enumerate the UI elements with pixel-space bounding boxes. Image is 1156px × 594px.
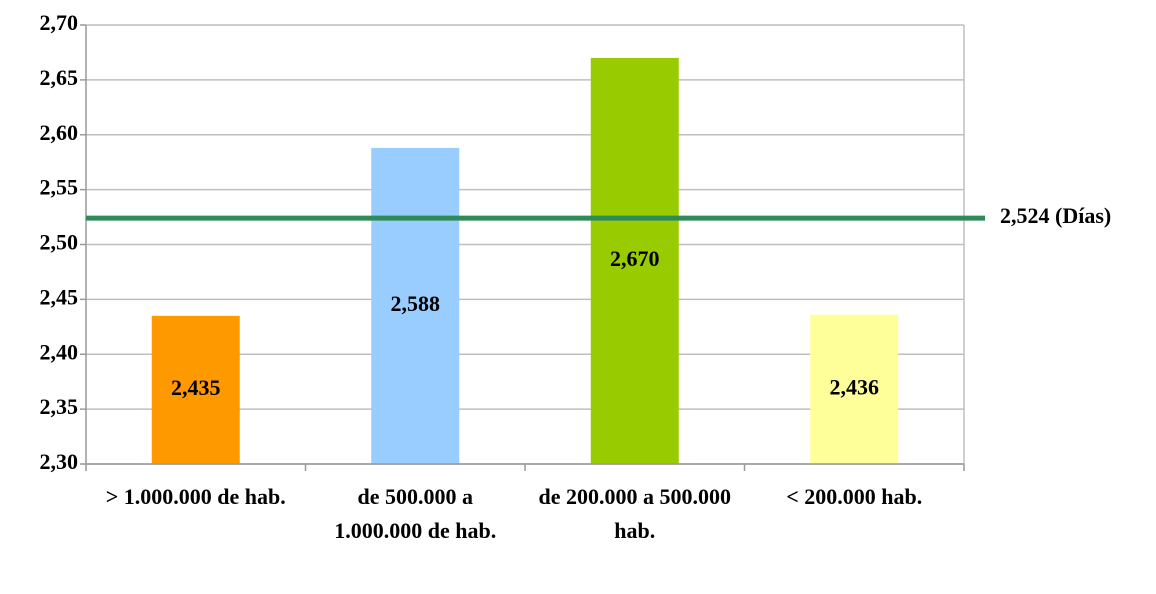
y-tick-label: 2,55 (40, 175, 79, 200)
y-tick-label: 2,60 (40, 120, 79, 145)
reference-label: 2,524 (Días) (1000, 203, 1111, 228)
y-tick-label: 2,45 (40, 284, 79, 309)
bar (151, 315, 240, 464)
y-tick-label: 2,65 (40, 65, 79, 90)
y-tick-label: 2,40 (40, 339, 79, 364)
x-tick-label: < 200.000 hab. (786, 484, 923, 509)
data-label: 2,670 (610, 246, 660, 271)
data-label: 2,435 (171, 375, 221, 400)
y-tick-label: 2,35 (40, 394, 79, 419)
y-tick-label: 2,30 (40, 449, 79, 474)
bar (590, 57, 679, 465)
bar (810, 314, 899, 464)
y-tick-label: 2,50 (40, 230, 79, 255)
bar (371, 147, 460, 465)
x-tick-label: de 200.000 a 500.000 hab. (538, 484, 732, 543)
data-label: 2,436 (830, 374, 880, 399)
data-label: 2,588 (391, 291, 441, 316)
x-tick-label: > 1.000.000 de hab. (105, 484, 286, 509)
x-tick-label: de 500.000 a 1.000.000 de hab. (334, 484, 497, 543)
y-tick-label: 2,70 (40, 10, 79, 35)
